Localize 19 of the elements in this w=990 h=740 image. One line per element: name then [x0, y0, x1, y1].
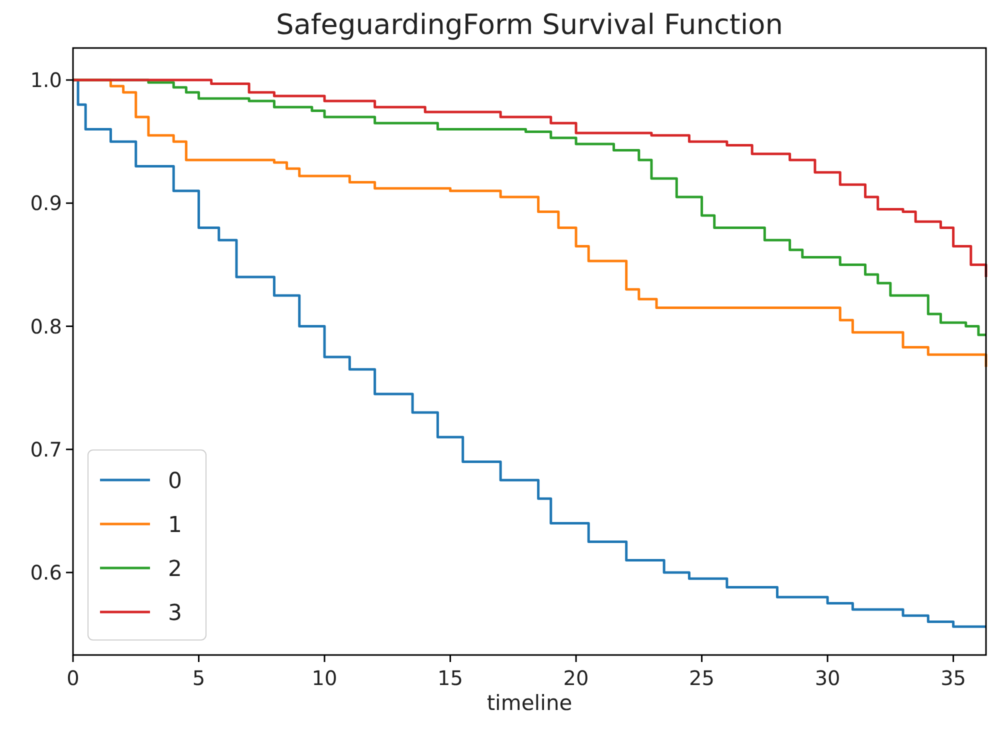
y-tick-label: 0.9 [30, 191, 62, 216]
x-tick-label: 0 [66, 666, 80, 690]
y-tick-label: 1.0 [30, 68, 62, 92]
y-tick-label: 0.7 [30, 437, 62, 462]
x-axis-title: timeline [486, 691, 572, 715]
legend-label: 3 [168, 601, 182, 626]
legend-label: 1 [168, 513, 182, 538]
x-tick-label: 35 [940, 666, 966, 690]
x-tick-label: 25 [689, 666, 715, 690]
legend-label: 2 [168, 557, 182, 582]
chart-title: SafeguardingForm Survival Function [276, 8, 784, 41]
legend-label: 0 [168, 469, 182, 494]
x-tick-label: 10 [312, 666, 338, 690]
x-tick-label: 30 [814, 666, 840, 690]
x-tick-label: 20 [563, 666, 589, 690]
x-tick-label: 5 [192, 666, 206, 690]
y-tick-label: 0.6 [30, 560, 62, 585]
x-tick-label: 15 [438, 666, 463, 690]
y-tick-label: 0.8 [30, 314, 62, 338]
